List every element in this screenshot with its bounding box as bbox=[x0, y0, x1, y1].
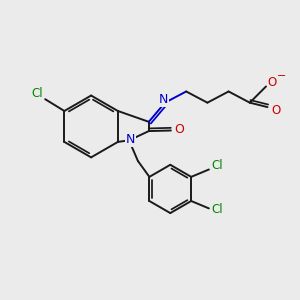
Text: O: O bbox=[174, 123, 184, 136]
Text: N: N bbox=[159, 93, 168, 106]
Text: Cl: Cl bbox=[211, 203, 223, 216]
Text: O: O bbox=[268, 76, 277, 88]
Text: −: − bbox=[277, 71, 286, 81]
Text: Cl: Cl bbox=[31, 87, 43, 101]
Text: O: O bbox=[271, 104, 280, 117]
Text: N: N bbox=[126, 133, 135, 146]
Text: Cl: Cl bbox=[211, 160, 223, 172]
